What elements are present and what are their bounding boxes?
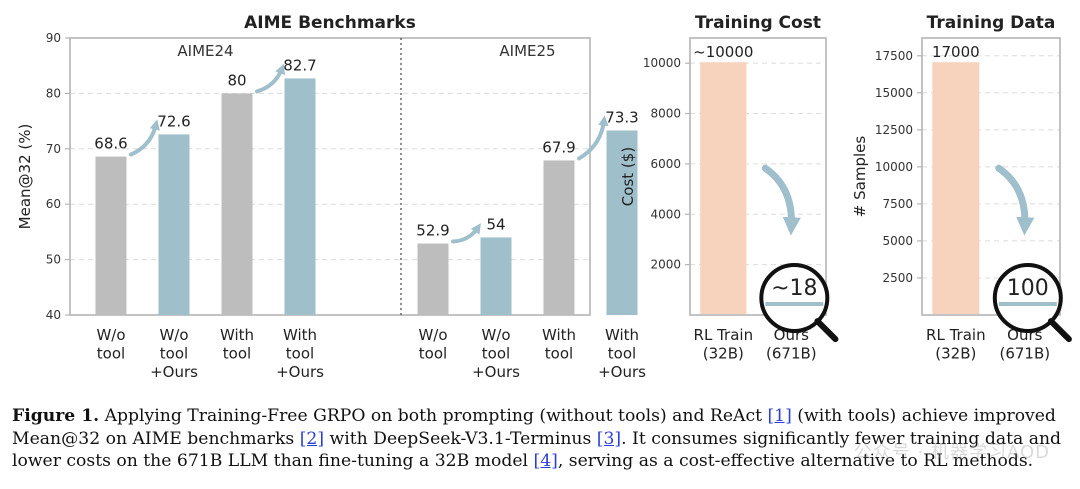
caption-text: . It consumes significantly fewer traini… [12,428,1062,472]
bar [158,134,190,315]
x-tick-label: W/o tool +Ours [472,326,520,381]
figure-panels: 40 50 60 70 80 90 AIME Benchmarks Mean@32 (%) AI… [16,13,1072,381]
magnifier-handle-icon [814,318,839,343]
y-axis-label: Cost ($) [619,147,637,206]
bar [221,93,253,316]
bar [417,243,449,315]
x-tick-label: With tool [542,326,576,363]
y-tick-label: 15000 [875,86,913,100]
bar-value-label: 68.6 [94,135,127,153]
bar-value-label: 52.9 [416,222,449,240]
y-tick-label: 80 [46,86,61,100]
x-tick-label: RL Train (32B) [694,326,754,363]
y-tick-label: 10000 [643,56,681,70]
x-tick-label: W/o tool [96,326,125,363]
bar [480,237,512,315]
y-tick-label: 8000 [650,107,681,121]
y-tick-label: 12500 [875,123,913,137]
y-tick-label: 50 [46,253,61,267]
training-data-chart: 2500 5000 7500 10000 12500 15000 17500 Training… [851,13,1072,363]
bar-value-label: 72.6 [157,112,190,130]
chart-title: AIME Benchmarks [244,13,416,33]
plot-frame [921,37,1061,316]
magnifier-handle-icon [1047,318,1072,343]
y-tick-label: 6000 [650,157,681,171]
magnifier-icon [992,263,1063,333]
improvement-arrow [255,63,286,94]
y-tick-label: 2500 [882,271,913,285]
y-axis-label: Mean@32 (%) [16,124,34,230]
y-tick-label: 4000 [650,207,681,221]
plot-frame [69,37,591,316]
caption-text: (with tools) achieve improved Mean@32 on… [12,406,1056,449]
x-tick-label: With tool +Ours [276,326,324,381]
magnified-bar [765,302,824,306]
bar [700,62,747,314]
bar-value-label: 17000 [932,43,980,61]
y-tick-label: 90 [46,31,61,45]
y-tick-label: 2000 [650,258,681,272]
x-tick-label: W/o tool +Ours [150,326,198,381]
bar-value-label: 73.3 [605,109,638,127]
y-axis-label: # Samples [851,136,869,218]
citation-link-deepseek[interactable]: [3] [596,428,622,449]
watermark: 公众号 · 机器学习AOD [853,442,1050,463]
decrease-arrow [761,164,801,236]
y-tick-label: 7500 [882,197,913,211]
magnifier-icon [759,263,830,333]
bar-value-label: 100 [1007,276,1049,301]
y-tick-label: 70 [46,142,61,156]
y-tick-label: 40 [46,308,61,322]
bar-value-label: ~10000 [693,43,753,61]
bar-value-label: 54 [486,215,505,233]
caption-text: with DeepSeek-V3.1-Terminus [324,428,597,449]
citation-link-react[interactable]: [1] [767,406,792,426]
caption-text: , serving as a cost-effective alternativ… [557,451,1034,471]
aime-benchmarks-chart: 40 50 60 70 80 90 AIME Benchmarks Mean@32 (%) AI… [16,13,646,381]
decrease-arrow [995,164,1035,236]
caption-text: Applying Training-Free GRPO on both prom… [99,406,768,426]
y-tick-label: 60 [46,197,61,211]
bar-value-label: ~18 [771,276,817,301]
training-cost-chart: 2000 4000 6000 8000 10000 Training Cost Cost (… [619,13,839,363]
citation-link-aime[interactable]: [2] [299,428,325,449]
bar-value-label: 80 [227,71,246,89]
figure-caption: Figure 1. Applying Training-Free GRPO on… [12,405,1074,473]
chart-title: Training Cost [695,13,821,33]
x-tick-label: RL Train (32B) [926,326,986,363]
group-label: AIME25 [499,42,555,60]
improvement-arrow [577,115,609,161]
bar [606,130,638,315]
magnified-bar [998,302,1057,306]
x-tick-label: With tool +Ours [598,326,646,381]
group-label: AIME24 [177,42,233,60]
bar [95,156,127,315]
bar-value-label: 67.9 [542,138,575,156]
improvement-arrow [129,119,160,157]
plot-frame [689,37,827,316]
bar [284,78,316,315]
improvement-arrow [451,223,481,244]
bar-value-label: 82.7 [283,56,316,74]
bar [932,62,980,314]
y-tick-label: 10000 [875,160,913,174]
y-tick-label: 5000 [882,234,913,248]
chart-title: Training Data [927,13,1056,33]
citation-link-finetune[interactable]: [4] [533,451,558,471]
caption-label: Figure 1. [12,406,100,426]
bar [543,160,575,315]
x-tick-label: W/o tool [418,326,447,363]
x-tick-label: With tool [220,326,254,363]
y-tick-label: 17500 [875,49,913,63]
